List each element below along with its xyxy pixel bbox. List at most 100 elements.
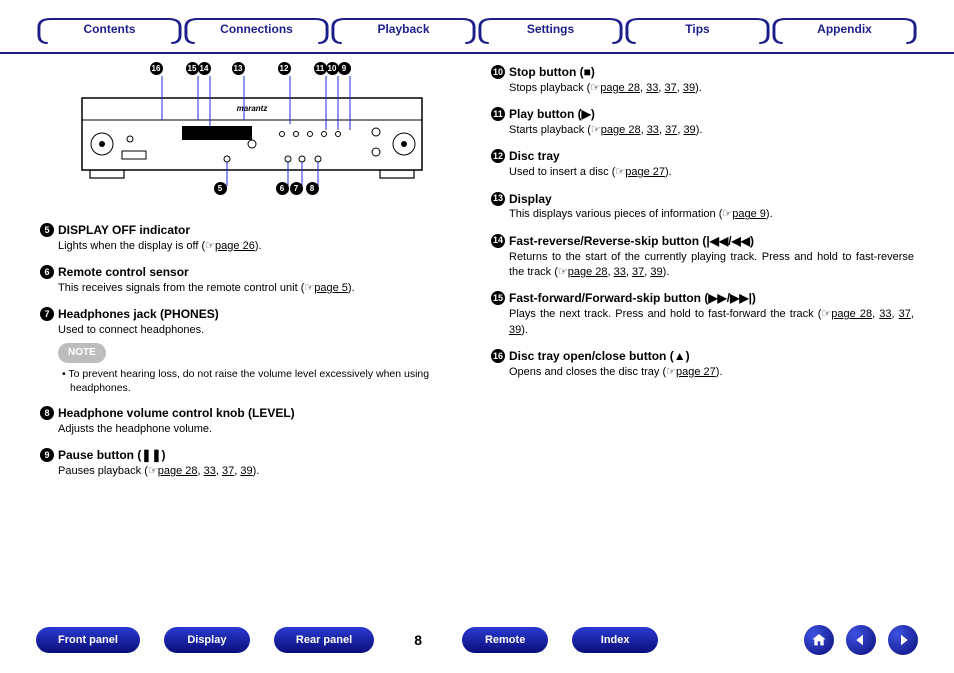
item-title: Remote control sensor bbox=[58, 264, 189, 281]
item-desc: Opens and closes the disc tray (☞page 27… bbox=[509, 365, 914, 380]
page-link[interactable]: 33 bbox=[204, 465, 216, 477]
item-number: 13 bbox=[491, 192, 505, 206]
item-number: 12 bbox=[491, 149, 505, 163]
callout-11: 11 bbox=[314, 62, 327, 75]
item-title: Play button (▶) bbox=[509, 106, 595, 123]
callout-14: 14 bbox=[198, 62, 211, 75]
item-title: Headphones jack (PHONES) bbox=[58, 306, 219, 323]
page-link[interactable]: page 27 bbox=[676, 366, 716, 378]
tab-tips[interactable]: Tips bbox=[624, 18, 771, 44]
item-desc: Starts playback (☞page 28, 33, 37, 39). bbox=[509, 123, 914, 138]
item-title: Fast-forward/Forward-skip button (▶▶/▶▶|… bbox=[509, 290, 756, 307]
note-badge: NOTE bbox=[58, 343, 106, 363]
item-number: 5 bbox=[40, 223, 54, 237]
item-16: 16Disc tray open/close button (▲)Opens a… bbox=[491, 348, 914, 380]
item-number: 8 bbox=[40, 406, 54, 420]
item-13: 13 DisplayThis displays various pieces of… bbox=[491, 191, 914, 223]
item-desc: This receives signals from the remote co… bbox=[58, 281, 463, 296]
item-6: 6 Remote control sensorThis receives sign… bbox=[40, 264, 463, 296]
page-link[interactable]: 37 bbox=[222, 465, 234, 477]
page-link[interactable]: 33 bbox=[646, 82, 658, 94]
tab-connections[interactable]: Connections bbox=[183, 18, 330, 44]
callout-5: 5 bbox=[214, 182, 227, 195]
footer-remote[interactable]: Remote bbox=[462, 627, 548, 653]
item-desc: Plays the next track. Press and hold to … bbox=[509, 307, 914, 338]
item-title: Stop button (■) bbox=[509, 64, 595, 81]
page-link[interactable]: page 5 bbox=[314, 282, 348, 294]
tab-settings[interactable]: Settings bbox=[477, 18, 624, 44]
page-link[interactable]: 39 bbox=[683, 82, 695, 94]
next-icon[interactable] bbox=[888, 625, 918, 655]
item-title: DISPLAY OFF indicator bbox=[58, 222, 190, 239]
callout-8: 8 bbox=[306, 182, 319, 195]
page-link[interactable]: page 28 bbox=[831, 308, 872, 320]
brand-label: marantz bbox=[236, 104, 267, 113]
item-number: 14 bbox=[491, 234, 505, 248]
page-link[interactable]: page 28 bbox=[568, 266, 608, 278]
tab-appendix[interactable]: Appendix bbox=[771, 18, 918, 44]
footer: Front panel Display Rear panel 8 Remote … bbox=[0, 625, 954, 655]
page-link[interactable]: 39 bbox=[650, 266, 662, 278]
page-link[interactable]: page 27 bbox=[625, 166, 665, 178]
page-link[interactable]: 37 bbox=[664, 82, 676, 94]
right-column: 10Stop button (■)Stops playback (☞page 2… bbox=[491, 64, 914, 489]
page-link[interactable]: 39 bbox=[240, 465, 252, 477]
prev-icon[interactable] bbox=[846, 625, 876, 655]
item-desc: Pauses playback (☞page 28, 33, 37, 39). bbox=[58, 464, 463, 479]
callout-13: 13 bbox=[232, 62, 245, 75]
footer-rear-panel[interactable]: Rear panel bbox=[274, 627, 374, 653]
page-link[interactable]: page 28 bbox=[600, 82, 640, 94]
item-desc: Used to insert a disc (☞page 27). bbox=[509, 165, 914, 180]
page-link[interactable]: 37 bbox=[899, 308, 911, 320]
item-desc: Used to connect headphones. bbox=[58, 323, 463, 338]
page-link[interactable]: 37 bbox=[665, 124, 677, 136]
item-9: 9 Pause button (❚❚)Pauses playback (☞page… bbox=[40, 447, 463, 479]
page-link[interactable]: page 9 bbox=[732, 208, 766, 220]
page-link[interactable]: 33 bbox=[647, 124, 659, 136]
page-number: 8 bbox=[398, 632, 438, 648]
item-10: 10Stop button (■)Stops playback (☞page 2… bbox=[491, 64, 914, 96]
left-column: marantz bbox=[40, 64, 463, 489]
item-number: 9 bbox=[40, 448, 54, 462]
callout-6: 6 bbox=[276, 182, 289, 195]
home-icon[interactable] bbox=[804, 625, 834, 655]
callout-12: 12 bbox=[278, 62, 291, 75]
callout-9: 9 bbox=[338, 62, 351, 75]
footer-front-panel[interactable]: Front panel bbox=[36, 627, 140, 653]
item-desc: Returns to the start of the currently pl… bbox=[509, 250, 914, 281]
footer-index[interactable]: Index bbox=[572, 627, 658, 653]
page-link[interactable]: 37 bbox=[632, 266, 644, 278]
page-link[interactable]: page 28 bbox=[601, 124, 641, 136]
item-desc: This displays various pieces of informat… bbox=[509, 207, 914, 222]
page-link[interactable]: page 28 bbox=[158, 465, 198, 477]
item-title: Display bbox=[509, 191, 552, 208]
item-title: Headphone volume control knob (LEVEL) bbox=[58, 405, 295, 422]
callout-15: 15 bbox=[186, 62, 199, 75]
item-12: 12 Disc trayUsed to insert a disc (☞page … bbox=[491, 148, 914, 180]
item-title: Fast-reverse/Reverse-skip button (|◀◀/◀◀… bbox=[509, 233, 754, 250]
page-link[interactable]: page 26 bbox=[215, 240, 255, 252]
page-link[interactable]: 39 bbox=[509, 324, 521, 336]
item-7: 7Headphones jack (PHONES)Used to connect… bbox=[40, 306, 463, 395]
item-desc: Stops playback (☞page 28, 33, 37, 39). bbox=[509, 81, 914, 96]
tab-contents[interactable]: Contents bbox=[36, 18, 183, 44]
page-link[interactable]: 39 bbox=[683, 124, 695, 136]
top-tabs: Contents Connections Playback Settings T… bbox=[0, 0, 954, 54]
item-15: 15Fast-forward/Forward-skip button (▶▶/▶… bbox=[491, 290, 914, 338]
item-number: 6 bbox=[40, 265, 54, 279]
callout-10: 10 bbox=[326, 62, 339, 75]
item-number: 16 bbox=[491, 349, 505, 363]
device-figure: marantz bbox=[52, 64, 452, 194]
page-link[interactable]: 33 bbox=[879, 308, 891, 320]
item-title: Pause button (❚❚) bbox=[58, 447, 165, 464]
page-link[interactable]: 33 bbox=[614, 266, 626, 278]
item-5: 5 DISPLAY OFF indicatorLights when the di… bbox=[40, 222, 463, 254]
callout-7: 7 bbox=[290, 182, 303, 195]
item-11: 11Play button (▶)Starts playback (☞page … bbox=[491, 106, 914, 138]
tab-playback[interactable]: Playback bbox=[330, 18, 477, 44]
item-title: Disc tray bbox=[509, 148, 560, 165]
item-desc: Lights when the display is off (☞page 26… bbox=[58, 239, 463, 254]
item-desc: Adjusts the headphone volume. bbox=[58, 422, 463, 437]
footer-display[interactable]: Display bbox=[164, 627, 250, 653]
item-8: 8 Headphone volume control knob (LEVEL)Ad… bbox=[40, 405, 463, 437]
